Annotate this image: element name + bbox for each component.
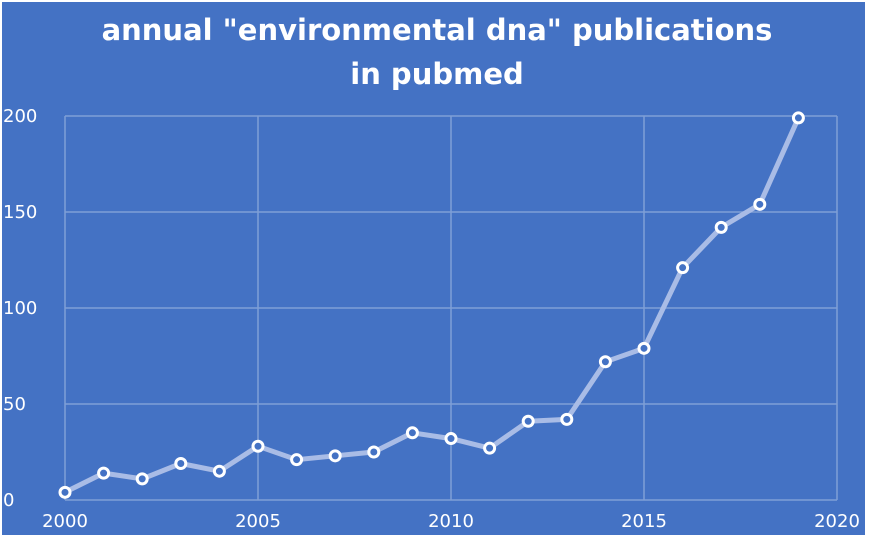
data-point <box>791 111 805 125</box>
data-point <box>251 439 265 453</box>
x-tick-label: 2015 <box>621 511 667 532</box>
data-point <box>328 449 342 463</box>
series-line <box>62 115 801 495</box>
data-point <box>753 197 767 211</box>
data-point <box>560 412 574 426</box>
data-point <box>483 441 497 455</box>
chart-background <box>2 2 865 535</box>
chart-title-line-2: in pubmed <box>350 57 524 91</box>
chart-title-line-1: annual "environmental dna" publications <box>101 13 773 47</box>
y-tick-label: 150 <box>3 202 37 223</box>
data-point <box>135 472 149 486</box>
data-point <box>174 457 188 471</box>
x-tick-label: 2010 <box>428 511 474 532</box>
x-tick-label: 2020 <box>814 511 860 532</box>
data-point <box>714 220 728 234</box>
data-point <box>367 445 381 459</box>
data-point <box>290 453 304 467</box>
y-tick-label: 100 <box>3 298 37 319</box>
y-tick-label: 200 <box>3 106 37 127</box>
data-point <box>521 414 535 428</box>
chart-title: annual "environmental dna" publications … <box>0 8 874 96</box>
y-tick-label: 50 <box>3 394 26 415</box>
y-tick-label: 0 <box>3 490 14 511</box>
data-point <box>637 341 651 355</box>
x-tick-label: 2005 <box>235 511 281 532</box>
data-point <box>405 426 419 440</box>
data-point <box>676 261 690 275</box>
data-point <box>444 432 458 446</box>
data-point <box>97 466 111 480</box>
data-point <box>58 485 72 499</box>
data-point <box>598 355 612 369</box>
data-point <box>212 464 226 478</box>
x-tick-label: 2000 <box>42 511 88 532</box>
